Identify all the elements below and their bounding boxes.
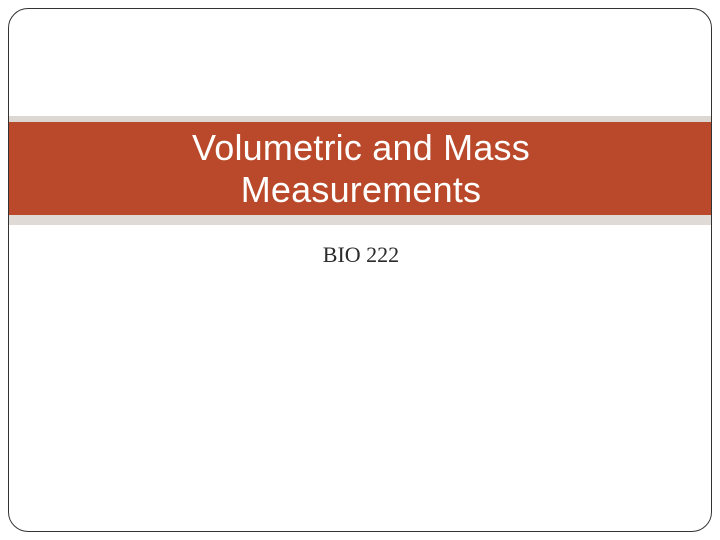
slide-frame: Volumetric and Mass Measurements BIO 222 xyxy=(8,8,712,532)
title-band: Volumetric and Mass Measurements xyxy=(9,122,712,215)
title-line-1: Volumetric and Mass xyxy=(192,127,530,168)
slide-subtitle: BIO 222 xyxy=(9,242,712,268)
title-line-2: Measurements xyxy=(241,169,482,210)
band-shadow-bottom xyxy=(9,215,712,225)
slide-title: Volumetric and Mass Measurements xyxy=(192,127,530,210)
